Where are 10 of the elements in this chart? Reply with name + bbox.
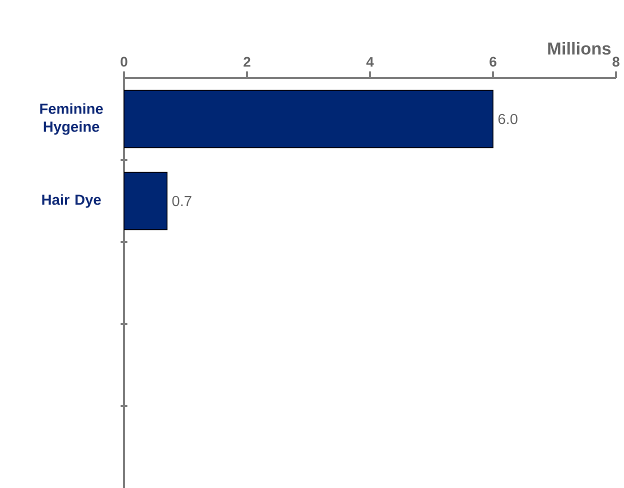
x-tick-label: 8: [612, 56, 620, 67]
x-tick-label: 2: [244, 56, 250, 67]
data-label: 6.0: [498, 114, 518, 124]
y-tick-label: Feminine Hygeine: [40, 103, 103, 135]
x-tick-label: 0: [120, 56, 128, 67]
x-tick-label: 4: [366, 57, 374, 67]
y-tick-label: Hair Dye: [42, 194, 101, 208]
x-tick-label: 6: [490, 56, 496, 67]
x-axis-title: Millions: [548, 42, 611, 55]
data-label: 0.7: [172, 196, 192, 206]
